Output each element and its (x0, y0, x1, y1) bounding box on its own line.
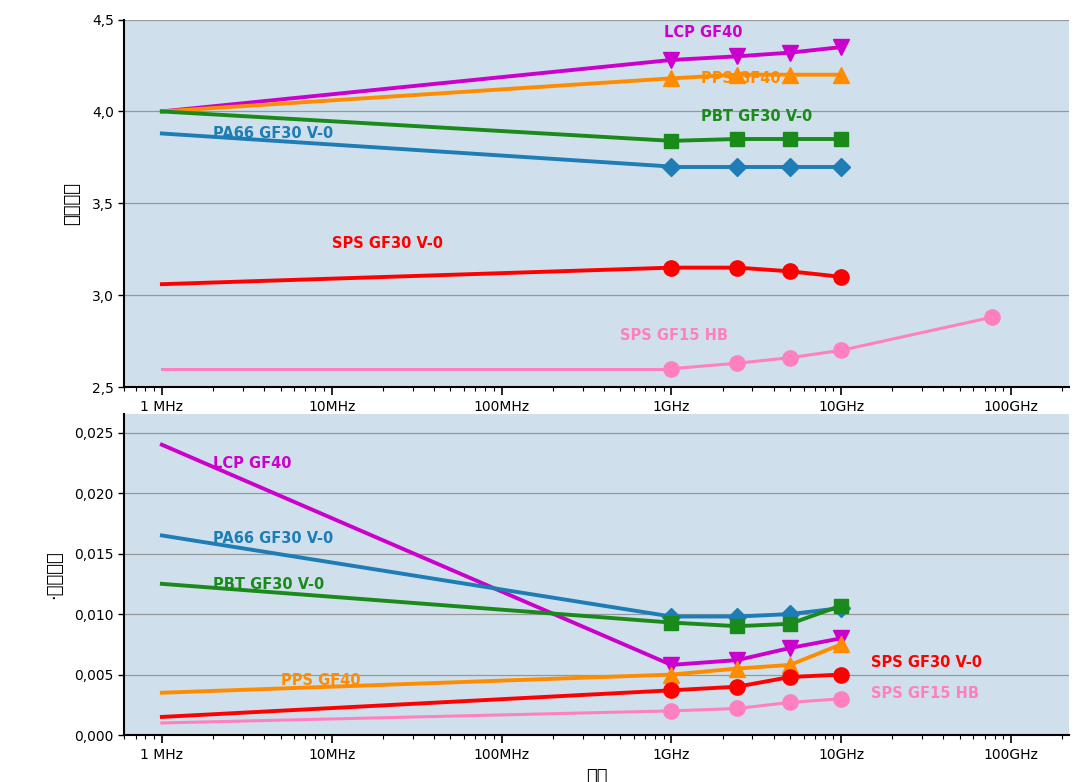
Text: LCP GF40: LCP GF40 (213, 457, 292, 472)
Text: SPS GF30 V-0: SPS GF30 V-0 (332, 236, 443, 251)
Text: PBT GF30 V-0: PBT GF30 V-0 (701, 109, 812, 124)
Text: PA66 GF30 V-0: PA66 GF30 V-0 (213, 531, 334, 546)
Text: PPS GF40: PPS GF40 (281, 673, 361, 688)
Text: PBT GF30 V-0: PBT GF30 V-0 (213, 576, 324, 592)
Text: SPS GF30 V-0: SPS GF30 V-0 (872, 655, 982, 669)
Y-axis label: ·介电损耗: ·介电损耗 (45, 551, 63, 599)
X-axis label: 频率: 频率 (586, 768, 607, 782)
Text: PPS GF40: PPS GF40 (701, 70, 781, 86)
Y-axis label: 介电常数: 介电常数 (63, 182, 81, 224)
Text: SPS GF15 HB: SPS GF15 HB (620, 328, 728, 343)
X-axis label: 频率: 频率 (586, 420, 607, 438)
Text: SPS GF15 HB: SPS GF15 HB (872, 686, 980, 701)
Text: LCP GF40: LCP GF40 (663, 25, 742, 40)
Text: PA66 GF30 V-0: PA66 GF30 V-0 (213, 126, 334, 141)
